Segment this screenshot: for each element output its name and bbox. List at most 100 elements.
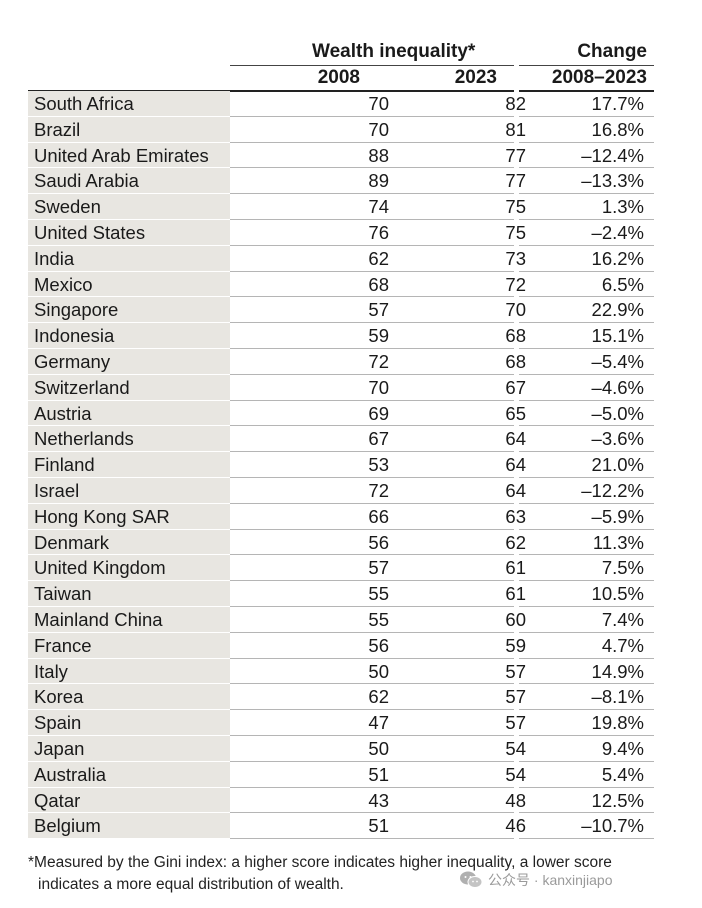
row-divider xyxy=(519,476,654,478)
country-band xyxy=(28,168,230,195)
table-row: South Africa 70 82 17.7% xyxy=(28,91,654,117)
table-row: United States 76 75 –2.4% xyxy=(28,219,654,246)
row-divider xyxy=(230,399,514,401)
row-divider xyxy=(28,734,230,736)
change-value: 7.5% xyxy=(601,557,644,579)
change-header: Change xyxy=(577,41,647,62)
value-2008: 56 xyxy=(368,634,389,656)
footnote-line-1: Measured by the Gini index: a higher sco… xyxy=(34,854,612,871)
change-value: 16.2% xyxy=(591,247,644,269)
row-divider xyxy=(519,167,654,169)
value-2023: 77 xyxy=(505,170,526,192)
value-2008: 53 xyxy=(368,454,389,476)
change-value: –2.4% xyxy=(591,221,644,243)
value-2023: 75 xyxy=(505,221,526,243)
row-divider xyxy=(519,528,654,530)
row-divider xyxy=(230,502,514,504)
country-band xyxy=(28,787,230,814)
country-band xyxy=(28,813,230,840)
row-divider xyxy=(28,657,230,659)
row-divider xyxy=(519,373,654,375)
table-row: Sweden 74 75 1.3% xyxy=(28,194,654,220)
row-divider xyxy=(28,786,230,788)
value-2008: 51 xyxy=(368,763,389,785)
country-band xyxy=(28,219,230,246)
country-name: Italy xyxy=(34,660,68,682)
country-name: Denmark xyxy=(34,531,110,553)
change-value: 21.0% xyxy=(591,454,644,476)
value-2008: 62 xyxy=(368,247,389,269)
value-2023: 64 xyxy=(505,479,526,501)
row-divider xyxy=(230,373,514,375)
row-divider xyxy=(28,141,230,143)
table-row: Denmark 56 62 11.3% xyxy=(28,529,654,556)
country-name: Sweden xyxy=(34,196,101,218)
row-divider xyxy=(28,373,230,375)
country-name: Indonesia xyxy=(34,325,115,347)
country-band xyxy=(28,374,230,401)
row-divider xyxy=(28,296,230,298)
value-2008: 88 xyxy=(368,144,389,166)
country-band xyxy=(28,400,230,427)
change-value: –13.3% xyxy=(581,170,644,192)
table-row: Spain 47 57 19.8% xyxy=(28,710,654,736)
table-row: Mainland China 55 60 7.4% xyxy=(28,606,654,633)
value-2023: 54 xyxy=(505,763,526,785)
country-name: Spain xyxy=(34,712,82,734)
change-value: –3.6% xyxy=(591,428,644,450)
country-band xyxy=(28,271,230,298)
country-band xyxy=(28,452,230,478)
row-divider xyxy=(230,167,514,169)
country-band xyxy=(28,555,230,582)
country-band xyxy=(28,658,230,685)
value-2023: 54 xyxy=(505,737,526,759)
value-2008: 66 xyxy=(368,505,389,527)
value-2008: 70 xyxy=(368,118,389,140)
value-2023: 48 xyxy=(505,789,526,811)
row-divider xyxy=(519,812,654,814)
wealth-inequality-header: Wealth inequality* xyxy=(312,41,476,62)
value-2023: 60 xyxy=(505,608,526,630)
country-band xyxy=(28,606,230,633)
value-2008: 76 xyxy=(368,221,389,243)
row-divider xyxy=(28,347,230,349)
value-2023: 70 xyxy=(505,299,526,321)
table-row: Japan 50 54 9.4% xyxy=(28,735,654,762)
country-name: Mainland China xyxy=(34,608,163,630)
row-divider xyxy=(519,631,654,633)
country-name: Mexico xyxy=(34,273,93,295)
row-divider xyxy=(519,115,654,117)
row-divider xyxy=(28,502,230,504)
row-divider xyxy=(519,554,654,556)
value-2023: 82 xyxy=(505,93,526,114)
country-name: South Africa xyxy=(34,93,134,114)
row-divider xyxy=(519,451,654,453)
value-2023: 75 xyxy=(505,196,526,218)
value-2023: 62 xyxy=(505,531,526,553)
row-divider xyxy=(519,193,654,195)
footnote-line-2: indicates a more equal distribution of w… xyxy=(38,876,344,893)
row-divider xyxy=(28,451,230,453)
row-divider xyxy=(28,812,230,814)
country-band xyxy=(28,632,230,659)
country-band xyxy=(28,142,230,169)
row-divider xyxy=(230,451,514,453)
country-band xyxy=(28,581,230,607)
value-2023: 57 xyxy=(505,660,526,682)
country-band xyxy=(28,194,230,220)
country-name: United Kingdom xyxy=(34,557,166,579)
row-divider xyxy=(28,218,230,220)
row-divider xyxy=(28,528,230,530)
row-divider xyxy=(519,218,654,220)
row-divider xyxy=(230,812,514,814)
country-name: Belgium xyxy=(34,815,101,837)
country-name: Finland xyxy=(34,454,95,476)
value-2008: 50 xyxy=(368,660,389,682)
row-divider xyxy=(230,683,514,685)
value-2023: 68 xyxy=(505,325,526,347)
column-2023-header: 2023 xyxy=(454,67,497,88)
value-2008: 70 xyxy=(368,93,389,114)
country-band xyxy=(28,297,230,324)
row-divider xyxy=(519,270,654,272)
table-row: United Kingdom 57 61 7.5% xyxy=(28,555,654,582)
